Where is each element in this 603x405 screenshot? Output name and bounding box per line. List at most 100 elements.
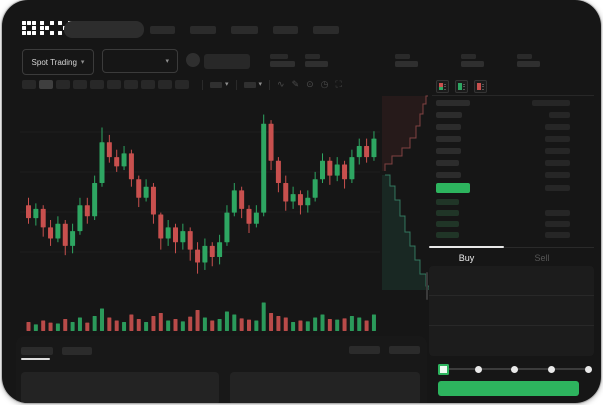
amount-slider[interactable] (438, 364, 592, 375)
bid-row-4-price[interactable] (436, 232, 459, 238)
slider-stop-4[interactable] (548, 366, 555, 373)
orderbook-bids-icon[interactable] (455, 80, 468, 93)
ask-row-6-amount (545, 172, 570, 178)
stat-label-placeholder (305, 54, 320, 59)
buy-submit-button[interactable] (438, 381, 579, 396)
stat-label-placeholder (517, 54, 532, 59)
ask-row-3-price[interactable] (436, 136, 461, 142)
ask-row-2-price[interactable] (436, 124, 461, 130)
interval-button-10[interactable] (175, 80, 189, 89)
ask-row-1-price[interactable] (436, 112, 462, 118)
total-field[interactable] (429, 325, 594, 355)
divider (432, 95, 594, 96)
stat-label-placeholder (270, 54, 288, 59)
chevron-down-icon: ▾ (258, 81, 263, 88)
nav-item-1[interactable] (150, 26, 175, 34)
interval-button-7[interactable] (124, 80, 138, 89)
ticker-stat-4 (461, 54, 484, 67)
timer-icon[interactable]: ◷ (320, 79, 329, 89)
last-price-price[interactable] (436, 183, 470, 193)
interval-button-3[interactable] (56, 80, 70, 89)
stat-value-placeholder (305, 61, 328, 67)
slider-handle[interactable] (438, 364, 449, 375)
divider (202, 79, 203, 90)
interval-toolbar (22, 80, 189, 89)
divider (235, 79, 237, 90)
stat-value-placeholder (395, 61, 418, 67)
line-style-icon[interactable]: ∿ (277, 79, 285, 89)
interval-button-8[interactable] (141, 80, 155, 89)
tab-sell[interactable]: Sell (504, 251, 580, 265)
bid-row-2-price[interactable] (436, 210, 459, 216)
depth-chart (382, 95, 430, 290)
orderbook-asks-icon[interactable] (474, 80, 487, 93)
slider-stop-5[interactable] (585, 366, 592, 373)
market-type-label: Spot Trading (31, 57, 77, 67)
interval-button-6[interactable] (107, 80, 121, 89)
bottom-tab-2[interactable] (62, 347, 92, 355)
slider-stop-3[interactable] (511, 366, 518, 373)
orderbook-combined-icon[interactable] (436, 80, 449, 93)
chevron-down-icon: ▾ (80, 58, 85, 66)
coin-avatar (186, 53, 200, 67)
ticker-stat-5 (517, 54, 540, 67)
chart-tool-icons: ▾ ▾ ∿ ✎ ⊙ ◷ ⛶ (202, 79, 342, 90)
bid-row-2-amount (545, 210, 570, 216)
tab-buy[interactable]: Buy (429, 251, 504, 265)
bid-row-1-price[interactable] (436, 199, 459, 205)
interval-button-5[interactable] (90, 80, 104, 89)
compare-dropdown[interactable]: ▾ (243, 81, 263, 88)
bid-row-3-price[interactable] (436, 221, 459, 227)
order-form (429, 266, 594, 356)
interval-button-4[interactable] (73, 80, 87, 89)
bottom-action-2[interactable] (389, 346, 420, 354)
ask-row-5-price[interactable] (436, 160, 459, 166)
interval-button-2[interactable] (39, 80, 53, 89)
ticker-stat-2 (305, 54, 328, 67)
ticker-stat-1 (270, 54, 295, 67)
nav-item-2[interactable] (190, 26, 216, 34)
ticker-stat-3 (395, 54, 418, 67)
price-field[interactable] (429, 266, 594, 295)
book-header-amount (532, 100, 570, 106)
chevron-down-icon: ▾ (165, 57, 169, 65)
ask-row-6-price[interactable] (436, 172, 461, 178)
fullscreen-icon[interactable]: ⛶ (335, 79, 342, 89)
order-book (432, 78, 594, 248)
market-type-selector[interactable]: Spot Trading ▾ (22, 49, 94, 75)
candlestick-chart[interactable] (20, 93, 380, 338)
amount-field[interactable] (429, 295, 594, 325)
chevron-down-icon: ▾ (225, 81, 229, 88)
search-input[interactable] (64, 21, 144, 38)
divider (429, 247, 594, 248)
book-header-price[interactable] (436, 100, 470, 106)
ask-row-4-price[interactable] (436, 148, 461, 154)
nav-item-4[interactable] (273, 26, 298, 34)
nav-item-3[interactable] (231, 26, 258, 34)
bottom-tab-1[interactable] (21, 347, 53, 355)
sell-tab-label: Sell (534, 253, 550, 263)
compare-icon (243, 81, 256, 88)
ask-row-5-amount (545, 160, 570, 166)
interval-button-1[interactable] (22, 80, 36, 89)
stat-value-placeholder (517, 61, 540, 67)
top-nav (150, 26, 339, 34)
pair-name-placeholder (204, 54, 250, 69)
slider-stop-2[interactable] (475, 366, 482, 373)
ask-row-3-amount (545, 136, 570, 142)
scrollbar-thumb[interactable] (426, 272, 428, 300)
bottom-active-tab-underline (21, 358, 50, 360)
pair-selector[interactable]: ▾ (102, 49, 178, 73)
bottom-action-1[interactable] (349, 346, 380, 354)
draw-icon[interactable]: ✎ (291, 79, 300, 89)
nav-item-5[interactable] (313, 26, 339, 34)
ask-row-2-amount (545, 124, 570, 130)
buy-tab-label: Buy (458, 253, 475, 263)
stat-label-placeholder (461, 54, 476, 59)
snapshot-icon[interactable]: ⊙ (306, 79, 314, 89)
indicator-icon (210, 81, 222, 88)
indicator-dropdown[interactable]: ▾ (210, 81, 229, 88)
interval-button-9[interactable] (158, 80, 172, 89)
bottom-content-block-1 (21, 372, 219, 403)
